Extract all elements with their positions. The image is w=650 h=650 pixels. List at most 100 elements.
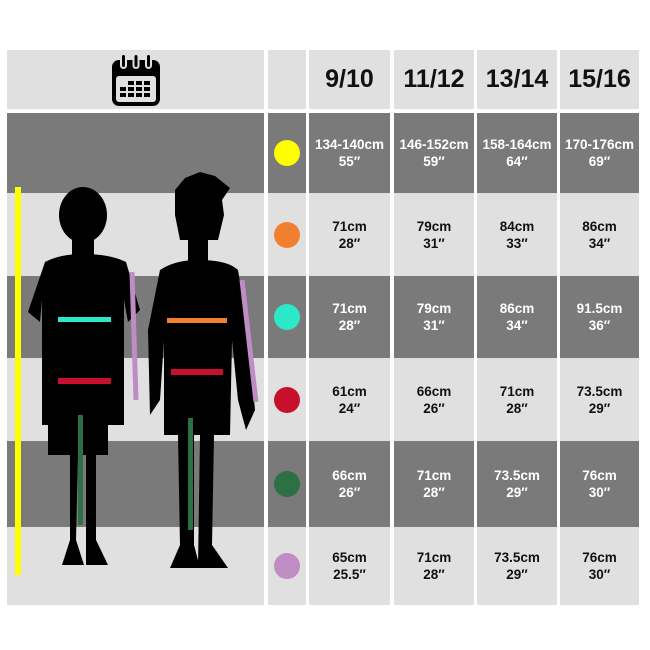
measurement-cell: 79cm 31″ <box>394 276 474 358</box>
measurement-cm: 66cm <box>332 468 367 483</box>
measurement-cm: 73.5cm <box>494 550 540 565</box>
size-header-9-10: 9/10 <box>309 50 390 109</box>
measurement-cm: 91.5cm <box>576 301 623 316</box>
measurement-inches: 34″ <box>506 318 528 333</box>
boy-waist-line <box>58 378 111 384</box>
measurement-inches: 29″ <box>506 567 528 582</box>
measurement-cm: 76cm <box>582 550 617 565</box>
measurement-cm: 71cm <box>332 218 367 234</box>
measurement-cell: 71cm 28″ <box>394 441 474 527</box>
measure-color-dot <box>274 304 300 330</box>
measurement-inches: 28″ <box>338 235 361 251</box>
measurement-cm: 71cm <box>332 301 367 316</box>
measure-color-cell <box>268 527 306 605</box>
measure-color-cell <box>268 276 306 358</box>
measurement-cell: 73.5cm 29″ <box>477 441 557 527</box>
measurement-cm: 170-176cm <box>564 137 635 152</box>
height-indicator-line <box>15 187 21 575</box>
girl-chest-line <box>167 318 227 323</box>
measurement-inches: 28″ <box>423 485 445 500</box>
calendar-icon <box>111 52 160 106</box>
header-icon-cell <box>7 50 264 109</box>
measurement-cell: 146-152cm 59″ <box>394 113 474 193</box>
girl-waist-line <box>171 369 223 375</box>
measure-color-cell <box>268 441 306 527</box>
measurement-inches: 31″ <box>423 235 445 251</box>
measurement-inches: 33″ <box>506 235 528 251</box>
measurement-cell: 66cm 26″ <box>394 358 474 441</box>
measurement-cell: 71cm 28″ <box>477 358 557 441</box>
measurement-inches: 28″ <box>506 400 528 416</box>
measurement-cell: 134-140cm 55″ <box>309 113 390 193</box>
measurement-inches: 69″ <box>588 154 611 169</box>
measurement-cell: 61cm 24″ <box>309 358 390 441</box>
measure-color-cell <box>268 193 306 276</box>
measure-color-dot <box>274 140 300 166</box>
measure-color-dot <box>274 221 300 248</box>
measurement-inches: 24″ <box>338 400 361 416</box>
measurement-cm: 86cm <box>499 301 535 316</box>
measurement-cm: 71cm <box>499 383 535 399</box>
measure-color-dot <box>274 471 300 497</box>
measurement-inches: 25.5″ <box>333 567 366 582</box>
measurement-cm: 84cm <box>499 218 535 234</box>
measurement-cm: 79cm <box>416 218 452 234</box>
measurement-cm: 73.5cm <box>494 468 540 483</box>
measurement-inches: 55″ <box>338 154 361 169</box>
measurement-inches: 26″ <box>423 400 445 416</box>
size-header-13-14: 13/14 <box>477 50 557 109</box>
measure-color-cell <box>268 113 306 193</box>
measurement-cell: 71cm 28″ <box>394 527 474 605</box>
measurement-inches: 28″ <box>423 567 445 582</box>
measure-color-dot <box>274 386 300 413</box>
girl-silhouette <box>148 172 255 568</box>
measurement-cm: 86cm <box>582 218 617 234</box>
measurement-cell: 158-164cm 64″ <box>477 113 557 193</box>
boy-inseam-line <box>78 415 83 525</box>
measurement-inches: 29″ <box>588 400 611 416</box>
measurement-inches: 59″ <box>423 154 445 169</box>
measurement-inches: 34″ <box>588 235 611 251</box>
measurement-cell: 86cm 34″ <box>560 193 639 276</box>
measurement-cm: 79cm <box>416 301 452 316</box>
measurement-inches: 26″ <box>338 485 361 500</box>
measurement-cell: 73.5cm 29″ <box>477 527 557 605</box>
measurement-inches: 30″ <box>588 567 611 582</box>
measurement-inches: 31″ <box>423 318 445 333</box>
measurement-cm: 134-140cm <box>314 137 385 152</box>
measurement-inches: 29″ <box>506 485 528 500</box>
measurement-cm: 71cm <box>416 468 452 483</box>
measurement-cell: 170-176cm 69″ <box>560 113 639 193</box>
illustration-row-bg <box>7 441 264 527</box>
boy-silhouette <box>28 187 140 565</box>
measurement-cell: 73.5cm 29″ <box>560 358 639 441</box>
illustration-row-bg <box>7 113 264 193</box>
measure-color-cell <box>268 358 306 441</box>
measurement-cell: 76cm 30″ <box>560 527 639 605</box>
measurement-inches: 28″ <box>338 318 361 333</box>
girl-inseam-line <box>188 418 193 530</box>
measurement-inches: 30″ <box>588 485 611 500</box>
measurement-inches: 36″ <box>588 318 611 333</box>
measurement-cell: 65cm 25.5″ <box>309 527 390 605</box>
measurement-cell: 71cm 28″ <box>309 276 390 358</box>
boy-sleeve-line <box>129 271 139 401</box>
measurement-cm: 73.5cm <box>576 383 623 399</box>
boy-chest-line <box>58 317 111 322</box>
girl-sleeve-line <box>239 279 259 403</box>
measurement-cell: 66cm 26″ <box>309 441 390 527</box>
measurement-inches: 64″ <box>506 154 528 169</box>
measurement-cm: 71cm <box>416 550 452 565</box>
measurement-cell: 79cm 31″ <box>394 193 474 276</box>
measurement-cm: 61cm <box>332 383 367 399</box>
measurement-cell: 86cm 34″ <box>477 276 557 358</box>
measurement-cm: 76cm <box>582 468 617 483</box>
measurement-cm: 66cm <box>416 383 452 399</box>
size-header-15-16: 15/16 <box>560 50 639 109</box>
measurement-cm: 65cm <box>332 550 367 565</box>
measurement-cell: 71cm 28″ <box>309 193 390 276</box>
measurement-cell: 76cm 30″ <box>560 441 639 527</box>
measurement-cm: 146-152cm <box>399 137 469 152</box>
measurement-cell: 84cm 33″ <box>477 193 557 276</box>
